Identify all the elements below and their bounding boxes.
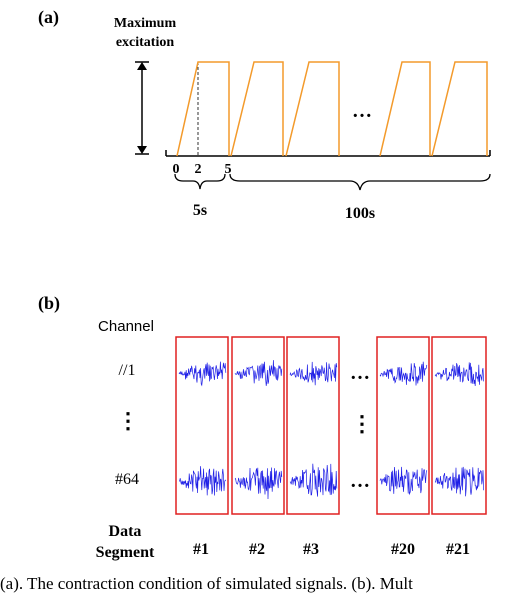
channel-label-1: //1 [119,362,136,379]
segment-box-1 [175,336,229,515]
tick-label-2: 2 [195,162,202,177]
signal-trace-seg2-ch64 [234,467,283,500]
row-label-data: Data [109,523,142,540]
segment-boxes [175,336,487,515]
channel-label-64: #64 [115,471,139,488]
segment-box-3 [286,336,340,515]
segment-label-21: #21 [446,541,470,558]
brace-5s [174,173,226,190]
span-label-5s: 5s [193,202,207,219]
segment-label-1: #1 [193,541,209,558]
dots-vertical-middle: ⋮ [351,411,373,436]
signal-trace-seg2-ch1 [234,360,283,386]
time-axis [165,150,491,157]
panel-b-label: (b) [38,293,60,314]
signal-trace-seg1-ch1 [178,361,227,387]
signal-trace-seg3-ch64 [289,463,338,497]
signal-trace-seg1-ch64 [178,466,227,496]
excitation-cycle-2 [230,61,284,157]
signal-trace-seg3-ch1 [289,361,338,386]
excitation-waveform [176,61,488,157]
excitation-double-arrow [135,61,149,155]
signal-trace-seg4-ch1 [379,361,428,386]
segment-label-20: #20 [391,541,415,558]
signal-trace-seg4-ch64 [379,466,428,496]
excitation-cycle-5 [431,61,488,157]
figure-caption: (a). The contraction condition of simula… [0,574,413,593]
segment-label-3: #3 [303,541,319,558]
segment-box-2 [231,336,285,515]
signal-traces [178,360,484,500]
row-label-segment: Segment [96,544,155,561]
excitation-cycle-3 [285,61,340,157]
dots-row-64: … [350,470,370,492]
signal-trace-seg5-ch64 [434,466,484,497]
panel-a-label: (a) [38,7,59,28]
segment-label-2: #2 [249,541,265,558]
excitation-label-line1: Maximum [114,16,177,31]
span-label-100s: 100s [345,205,375,222]
waveform-ellipsis: … [352,100,372,122]
dots-row-1: … [350,362,370,384]
excitation-cycle-4 [379,61,431,157]
excitation-cycle-1 [176,61,230,157]
segment-box-5 [431,336,487,515]
brace-100s [229,173,491,191]
channel-vertical-dots: ⋮ [117,408,139,433]
excitation-label-line2: excitation [116,35,175,50]
tick-label-0: 0 [173,162,180,177]
signal-trace-seg5-ch1 [434,362,484,387]
segment-box-4 [376,336,430,515]
tick-label-5: 5 [225,162,232,177]
channel-header: Channel [98,318,154,335]
